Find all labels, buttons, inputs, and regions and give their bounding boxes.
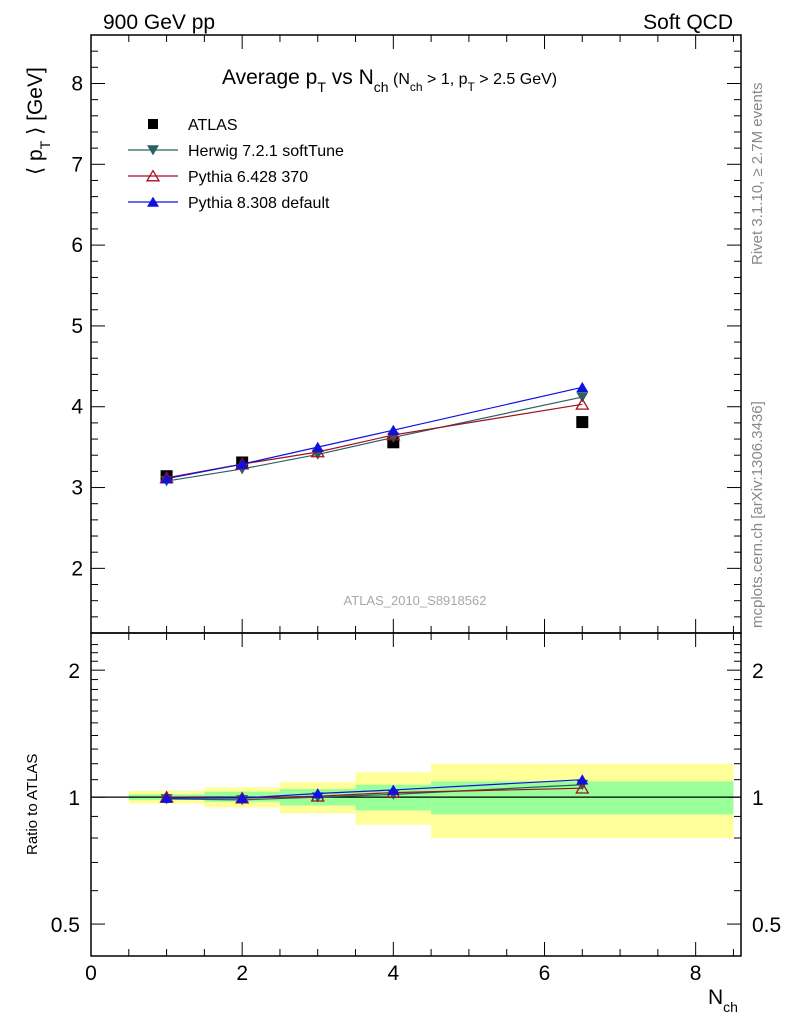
header-left: 900 GeV pp [103,11,215,34]
data-point-2-4 [575,397,590,410]
legend-label-1: Herwig 7.2.1 softTune [188,143,344,160]
y-tick-label: 8 [71,72,83,95]
ratio-y-tick-label-right: 0.5 [752,914,781,937]
ratio-point-2-0 [160,792,173,803]
ratio-y-tick-label-right: 2 [752,660,764,683]
data-point-0-3 [576,416,589,429]
ratio-y-tick-label-right: 1 [752,787,764,810]
ratio-y-tick-label: 2 [68,660,80,683]
ratio-y-tick-label: 1 [68,787,80,810]
ratio-uncertainty-bands [91,763,741,838]
mcplots-label: mcplots.cern.ch [arXiv:1306.3436] [749,401,766,628]
rivet-label: Rivet 3.1.10, ≥ 2.7M events [749,83,766,266]
ratio-ylabel: Ratio to ATLAS [24,754,41,855]
series-line-3 [166,386,583,480]
ratio-point-2-2 [311,788,324,799]
plot-title: Average pT vs Nch (Nch > 1, pT > 2.5 GeV… [222,66,557,95]
data-point-3-0 [160,473,173,484]
x-tick-label: 2 [236,962,248,985]
data-point-1-4 [576,392,589,403]
ratio-point-2-1 [236,792,249,803]
y-tick-label: 4 [71,396,83,419]
y-tick-label: 7 [71,153,83,176]
header-right: Soft QCD [643,11,733,34]
data-point-3-1 [236,458,249,469]
ratio-y-tick-label: 0.5 [51,914,80,937]
ratio-point-2-3 [387,784,400,795]
main-panel: 2 3 4 5 6 7 8 [71,34,742,634]
ratio-frame [90,632,742,957]
legend-marker-1 [147,145,159,156]
y-tick-label: 5 [71,315,83,338]
y-tick-label: 3 [71,477,83,500]
legend-label-2: Pythia 6.428 370 [188,169,308,186]
analysis-watermark: ATLAS_2010_S8918562 [344,593,487,608]
ratio-panel: 0 2 4 6 8 0.5 0.5 1 1 2 2 [51,632,781,985]
data-point-3-4 [576,381,589,393]
legend-marker-0 [148,119,158,129]
x-axis-label: Nch [708,986,738,1015]
y-tick-label: 2 [71,557,83,580]
y-tick-label: 6 [71,234,83,257]
x-tick-label: 0 [85,962,97,985]
ratio-point-2-4 [576,774,589,785]
legend-label-3: Pythia 8.308 default [188,195,330,212]
x-tick-label: 4 [387,962,399,985]
legend-marker-3 [147,196,159,207]
x-tick-label: 6 [539,962,551,985]
data-point-3-3 [387,424,400,435]
main-ylabel: ⟨ pT ⟩ [GeV] [24,67,53,175]
x-tick-label: 8 [690,962,702,985]
data-point-3-2 [311,441,324,452]
ratio-point-1-4 [575,781,590,794]
legend-marker-2 [145,169,161,182]
legend: ATLAS Herwig 7.2.1 softTune Pythia 6.428 3… [128,117,344,212]
legend-label-0: ATLAS [188,117,238,134]
